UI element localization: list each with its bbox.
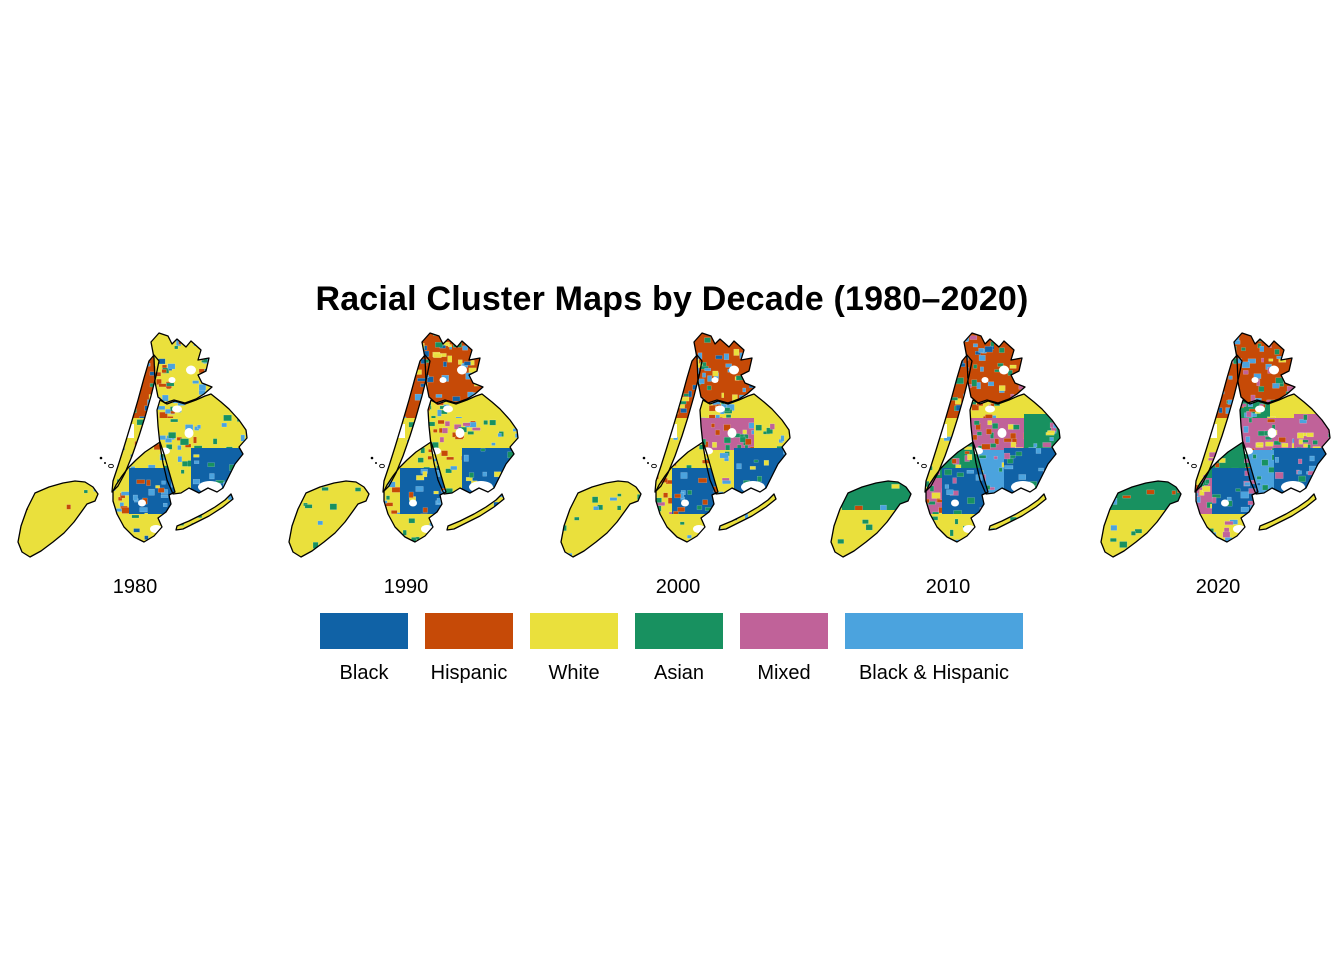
nyc-map-2020: [1100, 332, 1331, 558]
harbor-islands: [99, 456, 114, 469]
borough-outlines: [17, 332, 248, 558]
legend-swatch-black_hispanic: [845, 613, 1023, 649]
zone-bk_c: [942, 468, 988, 517]
zone-bk_c: [672, 468, 718, 516]
harbor-islands: [370, 456, 385, 469]
decade-label: 2020: [1195, 576, 1241, 598]
harbor-islands: [642, 456, 657, 469]
legend-label: Asian: [653, 662, 705, 684]
park-water-voids: [670, 365, 765, 533]
zone-queens_s: [447, 494, 504, 530]
legend-item-mixed: Mixed: [740, 613, 828, 685]
legend-item-black_hispanic: Black & Hispanic: [845, 613, 1023, 685]
zone-bk_c: [400, 468, 446, 519]
zone-queens_s: [1259, 494, 1316, 530]
legend-label: Hispanic: [430, 662, 508, 684]
legend-label: Mixed: [757, 662, 811, 684]
map-figure-1990: 1990: [286, 330, 526, 605]
decade-label: 1980: [112, 576, 158, 598]
borough-outlines: [1100, 332, 1331, 558]
map-figure-2010: 2010: [828, 330, 1068, 605]
nyc-map-1980: [17, 332, 248, 558]
map-figure-2020: 2020: [1098, 330, 1338, 605]
legend-swatch-black: [320, 613, 408, 649]
legend: Black Hispanic White Asian Mixed Black &…: [320, 613, 1023, 685]
zone-queens_s: [989, 494, 1046, 530]
legend-item-hispanic: Hispanic: [425, 613, 513, 685]
zone-queens_s: [176, 494, 233, 530]
legend-label: White: [548, 662, 600, 684]
nyc-map-2010: [830, 332, 1061, 558]
legend-swatch-hispanic: [425, 613, 513, 649]
legend-swatch-asian: [635, 613, 723, 649]
nyc-map-2000: [560, 332, 791, 558]
figure-title: Racial Cluster Maps by Decade (1980–2020…: [315, 280, 1029, 318]
harbor-islands: [912, 456, 927, 469]
zone-bk_s: [656, 514, 718, 542]
legend-item-white: White: [530, 613, 618, 685]
legend-item-black: Black: [320, 613, 408, 685]
zone-queens_ne: [1024, 414, 1060, 452]
legend-swatch-mixed: [740, 613, 828, 649]
map-figure-2000: 2000: [558, 330, 798, 605]
zone-si_s: [561, 510, 641, 557]
map-figure-1980: 1980: [15, 330, 255, 605]
borough-outlines: [288, 332, 519, 558]
legend-label: Black: [339, 662, 389, 684]
legend-item-asian: Asian: [635, 613, 723, 685]
borough-outlines: [830, 332, 1061, 558]
zone-queens_ne: [211, 414, 247, 453]
nyc-map-1990: [288, 332, 519, 558]
zone-si_s: [1101, 510, 1181, 557]
zone-bk_c: [129, 468, 175, 518]
decade-label: 2010: [925, 576, 971, 598]
decade-label: 1990: [383, 576, 429, 598]
zone-si_s: [289, 510, 369, 557]
harbor-islands: [1182, 456, 1197, 469]
zone-bk_s: [1196, 514, 1258, 542]
zone-queens_ne: [482, 414, 518, 450]
zone-queens_ne: [1294, 414, 1330, 453]
decade-label: 2000: [655, 576, 701, 598]
legend-label: Black & Hispanic: [858, 662, 1010, 684]
borough-outlines: [560, 332, 791, 558]
park-water-voids: [127, 365, 222, 533]
legend-swatch-white: [530, 613, 618, 649]
zone-queens_c: [700, 418, 759, 454]
zone-queens_ne: [754, 414, 790, 452]
zone-bk_s: [113, 514, 175, 542]
